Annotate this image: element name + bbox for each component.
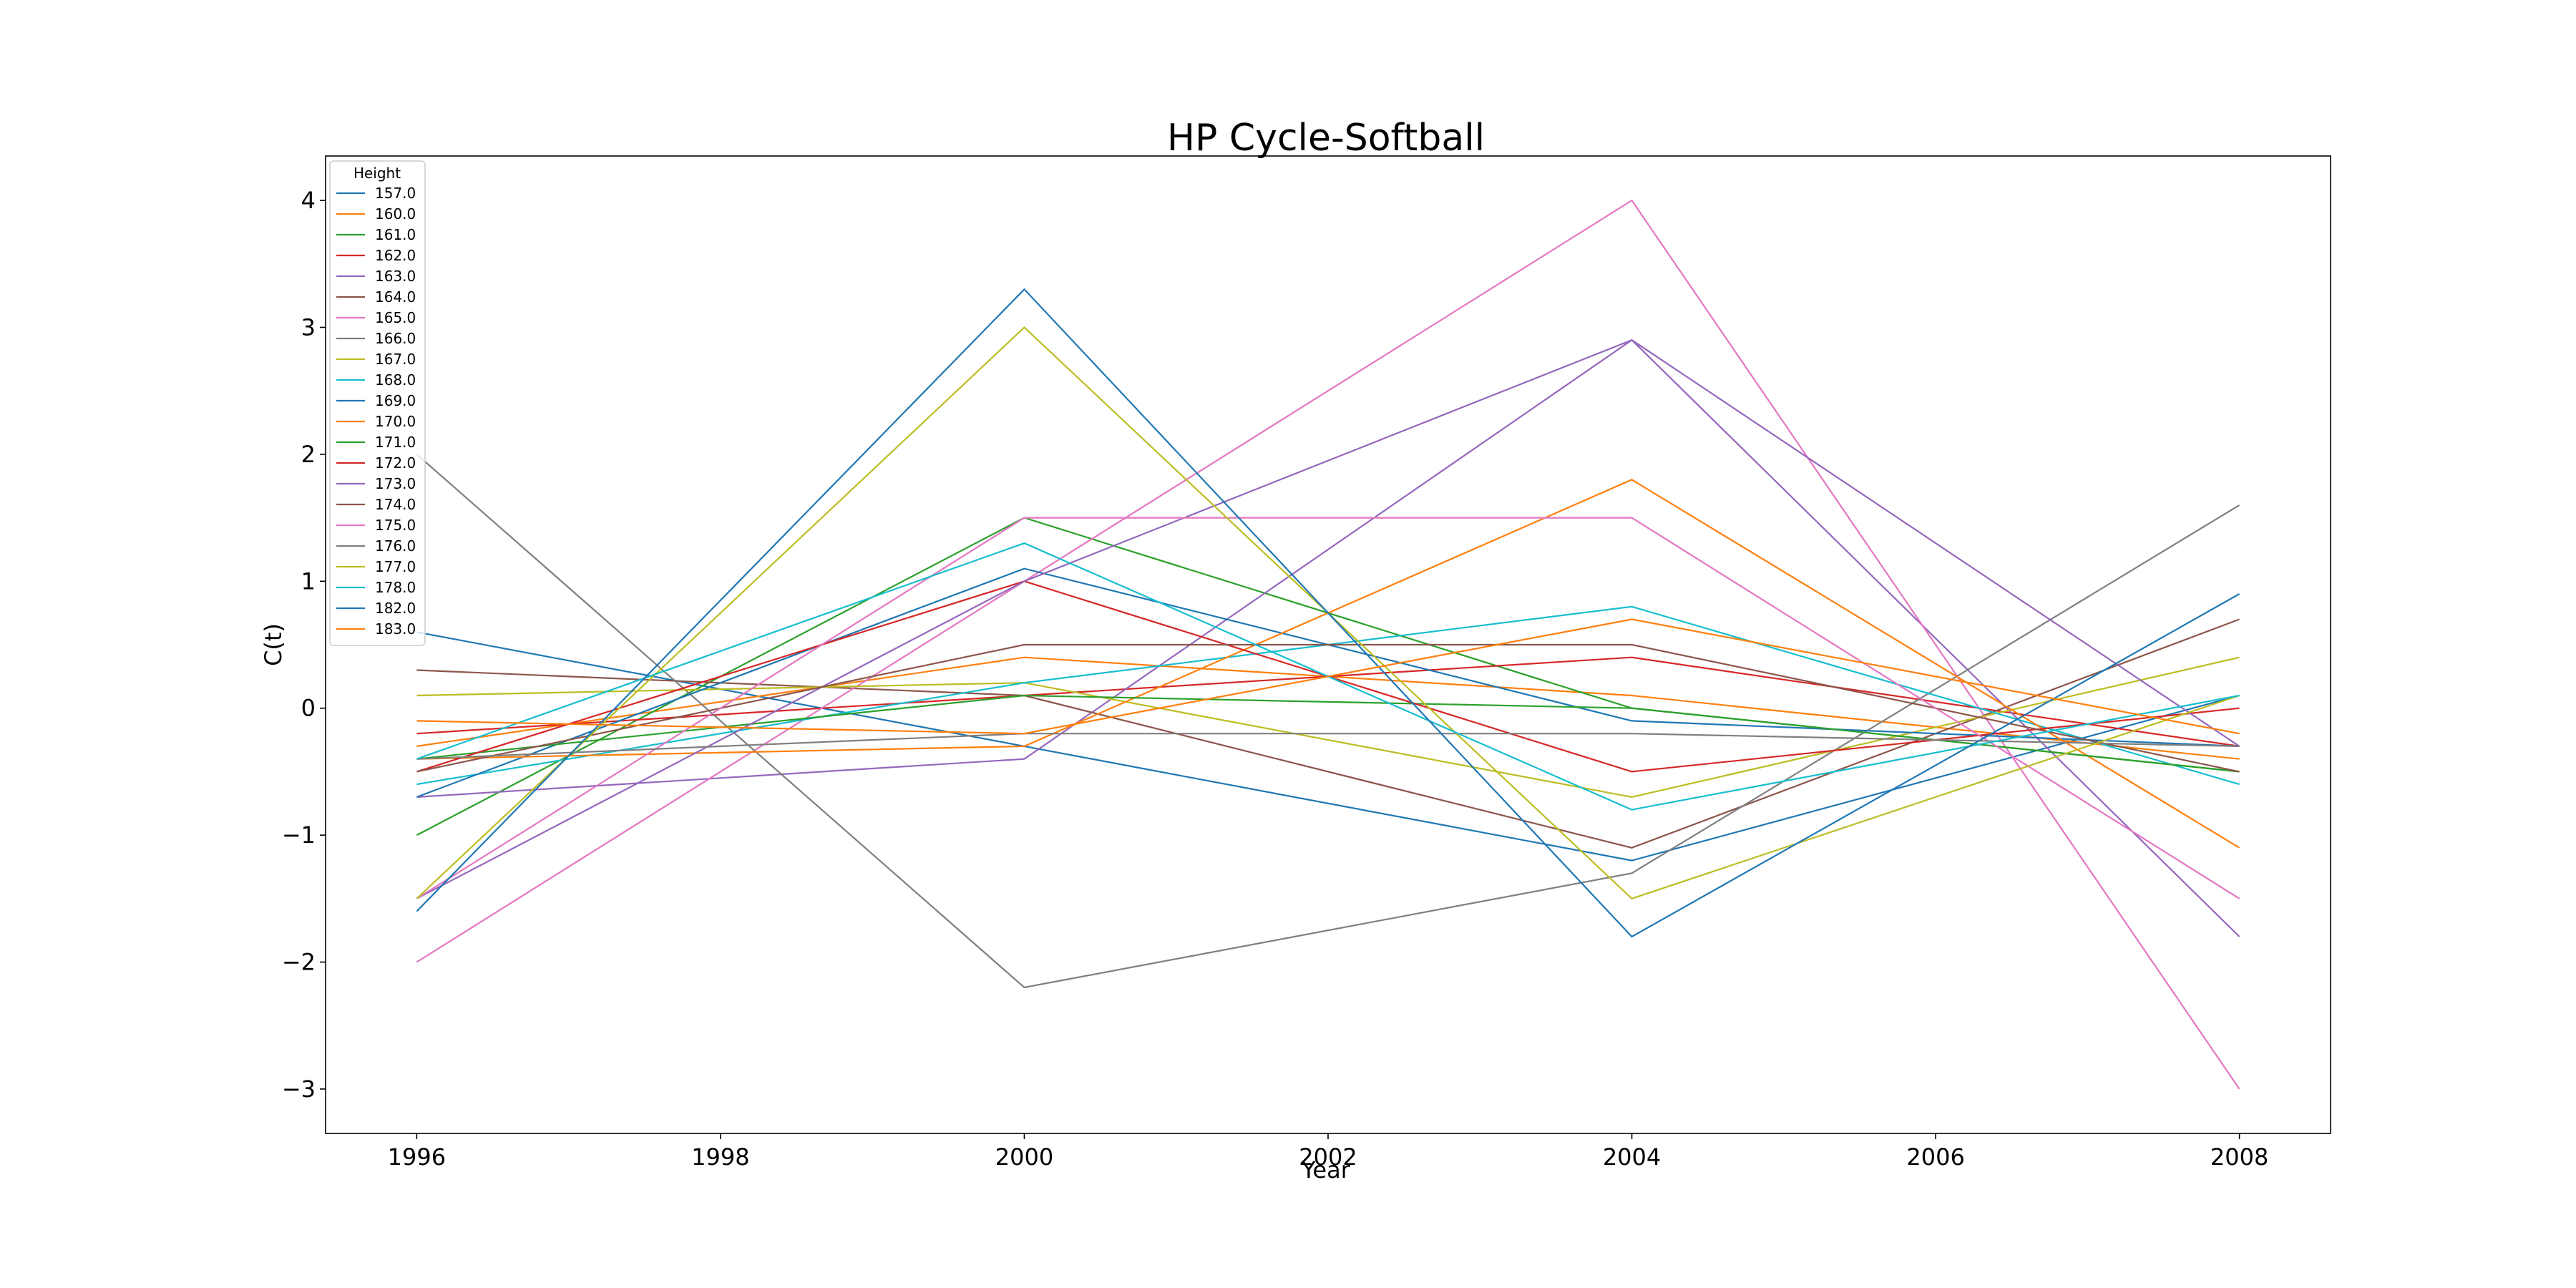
legend-label-164.0: 164.0 [375, 288, 416, 306]
x-tick-label: 1996 [388, 1143, 446, 1171]
x-tick-label: 2002 [1299, 1143, 1357, 1171]
series-line-167.0 [416, 656, 2240, 799]
legend-items: 157.0 160.0 161.0 162.0 163.0 164.0 165.0 166.0… [336, 185, 416, 638]
y-tick-label: −1 [282, 821, 316, 849]
y-tick-label: 4 [301, 187, 316, 214]
legend-title: Height [353, 165, 401, 182]
series-line-166.0 [416, 454, 2240, 989]
y-tick-label: 2 [301, 441, 316, 468]
legend-label-163.0: 163.0 [375, 268, 416, 285]
legend-label-160.0: 160.0 [375, 205, 416, 223]
x-tick-label: 2008 [2210, 1143, 2268, 1171]
legend-label-174.0: 174.0 [375, 496, 416, 513]
series-layer [416, 199, 2240, 1090]
chart-title: HP Cycle-Softball [1167, 117, 1485, 160]
legend-box [329, 160, 426, 646]
legend-label-168.0: 168.0 [375, 371, 416, 389]
y-tick-label: −3 [282, 1075, 316, 1103]
legend-label-157.0: 157.0 [375, 185, 416, 202]
legend: Height 157.0 160.0 161.0 162.0 163.0 164.0 165… [329, 160, 426, 646]
y-tick-label: 0 [301, 695, 316, 722]
legend-label-166.0: 166.0 [375, 330, 416, 347]
legend-label-176.0: 176.0 [375, 537, 416, 555]
legend-label-161.0: 161.0 [375, 226, 416, 243]
series-line-183.0 [416, 618, 2240, 735]
legend-label-169.0: 169.0 [375, 392, 416, 409]
x-axis-label: Year [1301, 1156, 1351, 1184]
legend-label-171.0: 171.0 [375, 434, 416, 451]
x-tick-label: 1998 [691, 1143, 749, 1171]
legend-label-177.0: 177.0 [375, 558, 416, 575]
series-line-173.0 [416, 338, 2240, 899]
x-tick-label: 2004 [1603, 1143, 1661, 1171]
series-line-170.0 [416, 479, 2240, 849]
y-axis-label: C(t) [260, 623, 287, 666]
legend-label-162.0: 162.0 [375, 247, 416, 264]
legend-label-182.0: 182.0 [375, 600, 416, 617]
legend-label-170.0: 170.0 [375, 413, 416, 430]
x-tick-label: 2000 [995, 1143, 1053, 1171]
series-line-176.0 [416, 733, 2240, 760]
legend-label-178.0: 178.0 [375, 579, 416, 596]
x-tick-label: 2006 [1906, 1143, 1964, 1171]
legend-label-165.0: 165.0 [375, 309, 416, 326]
legend-label-173.0: 173.0 [375, 475, 416, 492]
y-axis: −3 −2 −1 0 1 2 3 4 [282, 187, 326, 1103]
legend-label-175.0: 175.0 [375, 517, 416, 534]
series-line-182.0 [416, 288, 2240, 938]
series-line-163.0 [416, 338, 2240, 937]
y-tick-label: 3 [301, 313, 316, 341]
legend-label-172.0: 172.0 [375, 454, 416, 472]
y-tick-label: 1 [301, 567, 316, 595]
y-tick-label: −2 [282, 949, 316, 976]
legend-label-167.0: 167.0 [375, 351, 416, 368]
series-line-175.0 [416, 517, 2240, 899]
x-axis: 1996 1998 2000 2002 2004 2006 2008 [388, 1133, 2268, 1171]
series-line-168.0 [416, 605, 2240, 786]
legend-label-183.0: 183.0 [375, 620, 416, 638]
series-line-165.0 [416, 199, 2240, 1090]
